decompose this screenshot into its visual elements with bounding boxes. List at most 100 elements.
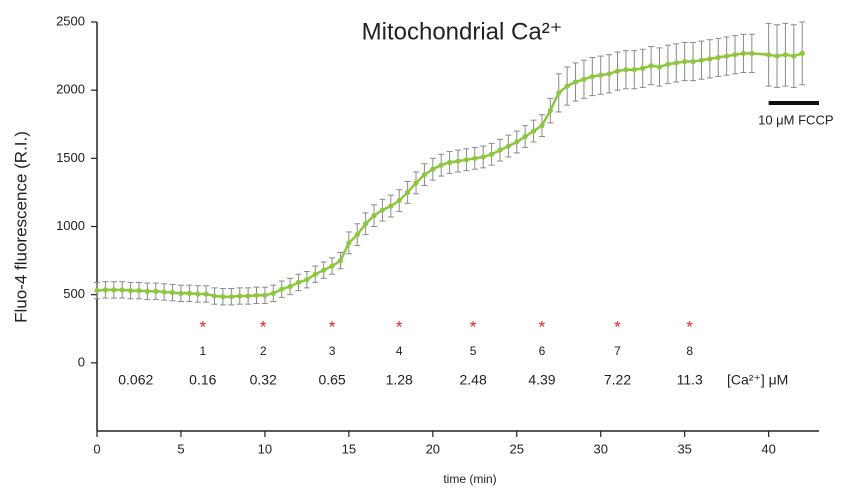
data-point [228,294,234,300]
data-point [405,189,411,196]
data-point [673,60,679,66]
concentration-label: 0.062 [118,372,153,388]
x-axis-label: time (min) [443,472,496,486]
concentration-unit: [Ca²⁺] μM [727,372,788,388]
data-point [514,139,520,145]
data-point [178,290,184,296]
addition-number: 4 [396,344,403,358]
x-tick-label: 30 [593,441,607,456]
data-point [295,279,302,285]
addition-marker: * [470,317,477,336]
data-point [497,147,503,153]
data-point [245,293,251,299]
data-point [522,133,528,140]
data-point [774,53,780,59]
x-tick-label: 10 [258,441,272,456]
data-point [665,61,671,67]
data-point [480,154,486,160]
data-point [270,290,276,296]
data-point [346,240,352,246]
data-point [287,283,293,290]
data-point [707,56,713,62]
data-point [279,286,285,292]
data-point [598,72,604,78]
y-tick-label: 1500 [56,150,85,165]
data-point [455,158,461,164]
addition-number: 3 [329,344,336,358]
data-point [329,263,335,269]
data-point [488,151,495,157]
concentration-label: 0.16 [189,372,216,388]
addition-marker: * [539,317,546,336]
data-point [564,83,570,89]
data-point [614,68,621,74]
data-point [623,67,629,73]
addition-marker: * [260,317,267,336]
x-tick-label: 25 [510,441,524,456]
data-point [766,52,772,58]
data-point [782,52,789,58]
y-tick-label: 0 [78,354,85,369]
data-point [354,232,360,238]
y-tick-label: 500 [63,286,85,301]
data-point [682,58,688,65]
data-point [379,207,386,213]
chart-title: Mitochondrial Ca²⁺ [362,18,563,45]
data-point [371,212,377,219]
data-point [127,287,134,294]
data-point [740,50,747,56]
data-point [153,288,159,294]
y-tick-label: 1000 [56,218,85,233]
addition-number: 1 [199,344,206,358]
data-point [321,267,327,273]
data-point [656,64,663,70]
y-tick-label: 2000 [56,82,85,97]
x-tick-label: 5 [177,441,184,456]
data-point [94,287,100,294]
addition-marker: * [686,317,693,336]
data-point [312,271,318,277]
data-point [791,53,797,59]
data-point [203,291,209,297]
concentration-label: 0.32 [250,372,277,388]
data-point [430,166,436,172]
data-point [413,180,419,186]
data-point [749,50,755,56]
concentration-label: 1.28 [386,372,413,388]
data-point [102,287,108,293]
concentration-label: 4.39 [528,372,555,388]
data-point [186,290,192,296]
x-tick-label: 35 [677,441,691,456]
data-point [447,159,453,166]
data-point [732,52,738,58]
data-point [161,289,167,295]
data-point [304,277,310,283]
data-point [606,71,612,77]
x-tick-label: 0 [93,441,100,456]
data-point [363,221,369,227]
data-point [556,90,562,96]
y-tick-label: 2500 [56,13,85,28]
data-point [472,155,478,161]
data-point [572,79,579,85]
data-point [262,292,268,298]
data-point [237,293,243,299]
addition-number: 6 [539,344,546,358]
addition-number: 2 [260,344,267,358]
concentration-label: 11.3 [677,372,703,388]
addition-marker: * [199,317,206,336]
fccp-label: 10 μM FCCP [758,112,833,127]
addition-number: 7 [614,344,621,358]
x-tick-label: 20 [426,441,440,456]
data-point [396,197,402,204]
addition-number: 8 [686,344,693,358]
data-point [690,58,696,65]
data-point [640,65,646,71]
concentration-label: 7.22 [604,372,631,388]
x-tick-label: 15 [342,441,356,456]
data-point [388,203,394,209]
data-point [211,293,218,299]
data-point [547,108,553,114]
data-point [530,128,537,134]
data-point [421,172,428,178]
